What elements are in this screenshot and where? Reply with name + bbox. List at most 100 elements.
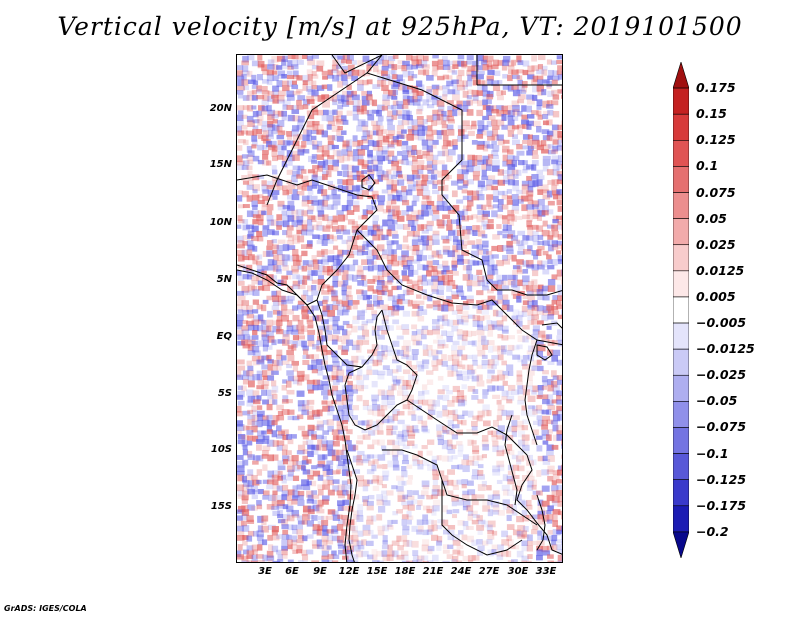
field-cell (327, 559, 334, 562)
field-cell (442, 314, 448, 321)
lat-tick-label: 20N (209, 103, 232, 114)
field-cell (276, 94, 285, 102)
field-cell (341, 59, 348, 64)
field-cell (386, 490, 394, 496)
field-cell (237, 544, 243, 551)
field-cell (301, 430, 310, 437)
field-cell (251, 544, 259, 552)
field-cell (441, 330, 448, 337)
field-cell (317, 325, 325, 331)
field-cell (467, 259, 476, 266)
field-cell (406, 160, 413, 166)
field-cell (322, 454, 328, 460)
field-cell (237, 114, 244, 122)
field-cell (511, 209, 519, 214)
field-cell (252, 350, 261, 357)
field-cell (481, 409, 490, 417)
field-cell (527, 309, 534, 316)
field-cell (311, 184, 318, 189)
field-cell (472, 175, 480, 181)
field-cell (281, 130, 288, 135)
field-cell (486, 105, 494, 112)
field-cell (481, 175, 489, 181)
field-cell (551, 485, 559, 492)
field-cell (507, 195, 513, 200)
field-cell (401, 465, 407, 472)
field-cell (476, 90, 484, 96)
field-cell (387, 144, 396, 149)
field-cell (451, 79, 459, 85)
field-cell (277, 110, 284, 117)
field-cell (356, 515, 364, 522)
field-cell (352, 469, 361, 474)
field-cell (536, 359, 542, 365)
field-cell (247, 344, 254, 351)
field-cell (316, 240, 324, 245)
field-cell (376, 140, 383, 147)
field-cell (341, 149, 349, 156)
field-cell (407, 430, 416, 437)
field-cell (541, 485, 550, 492)
field-cell (512, 265, 521, 270)
field-cell (257, 325, 263, 332)
field-cell (267, 559, 273, 562)
field-cell (361, 190, 369, 197)
field-cell (281, 490, 290, 497)
field-cell (251, 415, 259, 423)
field-cell (442, 220, 448, 227)
field-cell (352, 340, 360, 346)
field-cell (516, 144, 523, 150)
field-cell (477, 129, 483, 135)
field-cell (346, 429, 353, 435)
field-cell (261, 389, 268, 396)
field-cell (321, 239, 328, 246)
field-cell (546, 59, 553, 65)
field-cell (502, 110, 511, 115)
field-cell (347, 175, 354, 181)
field-cell (561, 120, 562, 127)
field-cell (462, 80, 468, 88)
field-cell (557, 465, 562, 471)
field-cell (296, 99, 302, 106)
field-cell (527, 304, 536, 310)
field-cell (271, 420, 278, 426)
field-cell (267, 189, 273, 197)
field-cell (487, 295, 496, 301)
field-cell (261, 270, 267, 275)
field-cell (487, 274, 494, 280)
field-cell (376, 129, 384, 136)
field-cell (241, 475, 248, 483)
field-cell (256, 265, 263, 271)
field-cell (357, 154, 364, 160)
field-cell (526, 350, 533, 355)
field-cell (337, 249, 344, 257)
field-cell (556, 170, 562, 177)
field-cell (387, 249, 395, 256)
field-cell (457, 414, 465, 420)
field-cell (407, 184, 416, 192)
field-cell (457, 215, 466, 221)
field-cell (377, 160, 383, 165)
field-cell (502, 139, 510, 144)
field-cell (271, 364, 278, 371)
field-cell (251, 395, 259, 403)
field-cell (267, 95, 275, 102)
field-cell (391, 199, 397, 205)
field-cell (421, 204, 428, 211)
field-cell (456, 224, 462, 229)
field-cell (287, 114, 295, 122)
field-cell (342, 119, 349, 125)
field-cell (402, 429, 409, 437)
lat-tick-label: 15N (209, 159, 232, 170)
field-cell (521, 184, 530, 190)
field-cell (242, 449, 249, 456)
field-cell (301, 549, 308, 556)
field-cell (327, 249, 335, 254)
field-cell (442, 440, 449, 445)
field-cell (252, 530, 259, 537)
field-cell (301, 305, 309, 313)
colorbar-tick-label: 0.0125 (696, 262, 745, 278)
lake-tanganyika (504, 414, 518, 506)
field-cell (377, 200, 385, 206)
field-cell (311, 270, 318, 276)
